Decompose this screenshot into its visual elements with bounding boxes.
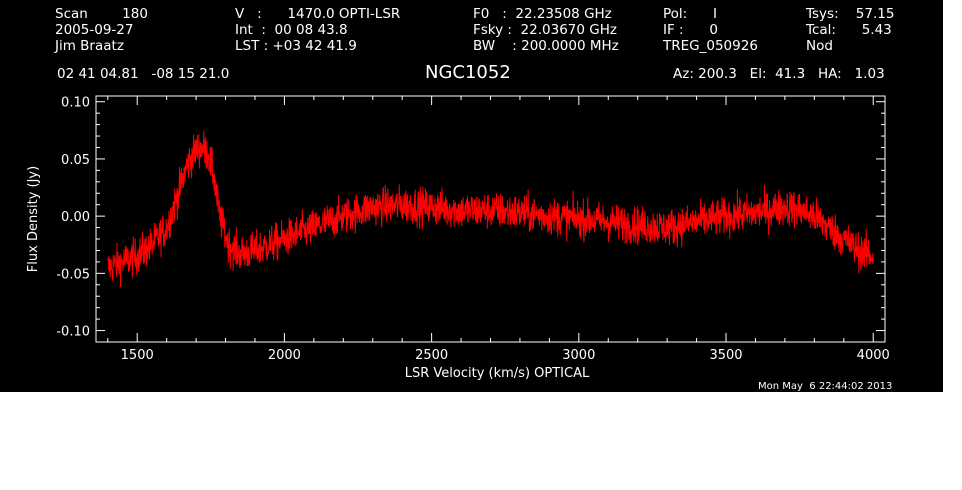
treg-line: TREG_050926 [663, 38, 758, 54]
x-tick-label: 3000 [562, 348, 595, 363]
x-tick-label: 2500 [415, 348, 448, 363]
x-axis-label: LSR Velocity (km/s) OPTICAL [405, 366, 590, 381]
bandwidth-line: BW : 200.0000 MHz [473, 38, 619, 54]
x-tick-label: 1500 [121, 348, 154, 363]
y-tick-label: -0.05 [56, 267, 90, 282]
y-tick-label: 0.00 [61, 210, 90, 225]
x-tick-label: 3500 [709, 348, 742, 363]
y-tick-label: 0.10 [61, 96, 90, 111]
date-line: 2005-09-27 [55, 22, 134, 38]
observer-line: Jim Braatz [55, 38, 124, 54]
rest-frequency-line: F0 : 22.23508 GHz [473, 6, 612, 22]
tcal-line: Tcal: 5.43 [806, 22, 892, 38]
spectrum-trace [107, 131, 874, 287]
y-axis-label: Flux Density (Jy) [26, 166, 41, 272]
plot-timestamp: Mon May 6 22:44:02 2013 [758, 381, 893, 392]
source-coordinates: 02 41 04.81 -08 15 21.0 [57, 66, 230, 82]
lst-line: LST : +03 42 41.9 [235, 38, 357, 54]
scan-line: Scan 180 [55, 6, 148, 22]
pointing-line: Az: 200.3 El: 41.3 HA: 1.03 [673, 66, 885, 82]
nod-line: Nod [806, 38, 833, 54]
velocity-line: V : 1470.0 OPTI-LSR [235, 6, 401, 22]
y-tick-label: 0.05 [61, 153, 90, 168]
if-line: IF : 0 [663, 22, 718, 38]
x-axis: 1500 2000 2500 3000 3500 4000 [107, 96, 890, 363]
tsys-line: Tsys: 57.15 [806, 6, 895, 22]
polarization-line: Pol: I [663, 6, 717, 22]
x-tick-label: 2000 [268, 348, 301, 363]
sky-frequency-line: Fsky : 22.03670 GHz [473, 22, 617, 38]
y-axis: -0.10 -0.05 0.00 0.05 0.10 [56, 96, 885, 340]
spectrum-chart: 1500 2000 2500 3000 3500 4000 -0.10 -0.05 0.00 0… [26, 95, 890, 381]
x-tick-label: 4000 [857, 348, 890, 363]
source-name: NGC1052 [425, 62, 511, 83]
integration-line: Int : 00 08 43.8 [235, 22, 348, 38]
plot-window: Scan 180 2005-09-27 Jim Braatz V : 1470.… [0, 0, 943, 392]
y-tick-label: -0.10 [56, 325, 90, 340]
